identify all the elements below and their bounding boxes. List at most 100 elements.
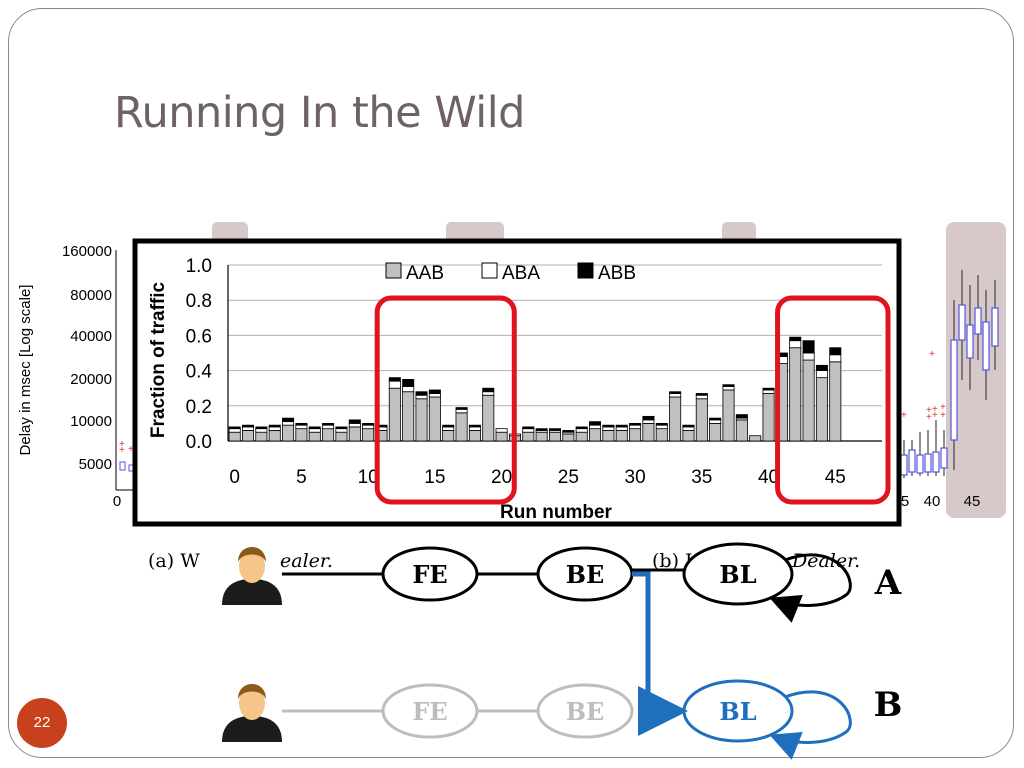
- bar-aab-2: [255, 431, 268, 442]
- bar-abb-27: [589, 421, 602, 426]
- bar-abb-17: [455, 407, 468, 410]
- bar-abb-12: [388, 377, 401, 382]
- row-a-label: A: [874, 563, 902, 603]
- bar-aab-7: [322, 428, 335, 442]
- bar-aab-37: [722, 389, 735, 442]
- bar-aab-44: [815, 377, 828, 442]
- bg-x-tick: 45: [964, 493, 981, 510]
- bar-aba-29: [615, 426, 628, 431]
- bar-abb-7: [322, 422, 335, 426]
- chart-y-tick-label: 1.0: [186, 256, 212, 277]
- bar-aab-39: [749, 435, 762, 442]
- traffic-chart: 0.0 0.2 0.4 0.6 0.8 1.0 0 5 10 15 20 25 30 35 40 45 Fr…: [132, 238, 902, 527]
- chart-highlight-boxes: [374, 295, 891, 505]
- bar-aab-45: [829, 361, 842, 442]
- svg-text:+: +: [932, 410, 938, 421]
- bg-y-tick: 160000: [62, 243, 112, 260]
- bar-abb-9: [348, 419, 361, 424]
- bar-aab-36: [709, 422, 722, 442]
- bar-aba-40: [762, 389, 775, 394]
- chart-x-tick-label: 10: [358, 467, 379, 488]
- node-be-a-label: BE: [566, 560, 605, 589]
- bar-aba-31: [642, 419, 655, 424]
- bar-abb-3: [268, 424, 281, 428]
- svg-text:+: +: [119, 445, 125, 456]
- bar-aba-9: [348, 422, 361, 428]
- bg-caption-a-prefix: (a) W: [148, 550, 200, 572]
- bar-aab-0: [228, 431, 241, 442]
- bg-caption-a-suffix: ealer.: [280, 550, 333, 572]
- bar-abb-14: [415, 391, 428, 396]
- bar-abb-19: [482, 387, 495, 393]
- legend-swatch-aab: [385, 262, 402, 279]
- bar-aab-10: [362, 428, 375, 442]
- chart-y-tick-label: 0.8: [186, 291, 212, 312]
- row-b-label: B: [874, 685, 903, 725]
- legend-label-abb: ABB: [598, 263, 636, 284]
- bar-abb-34: [682, 424, 695, 428]
- node-fe-a: [381, 546, 479, 602]
- bar-abb-44: [815, 364, 828, 372]
- background-figure: Delay in msec [Log scale] 160000 80000 4…: [17, 222, 1006, 572]
- bar-abb-33: [669, 391, 682, 394]
- slide-number-badge: 22: [17, 698, 67, 748]
- bar-aab-18: [468, 430, 481, 442]
- bar-aab-15: [428, 396, 441, 442]
- bar-aba-36: [709, 419, 722, 424]
- bar-abb-37: [722, 384, 735, 387]
- svg-text:+: +: [128, 444, 134, 455]
- bar-abb-18: [468, 424, 481, 428]
- chart-x-tick-label: 20: [491, 467, 512, 488]
- svg-text:+: +: [940, 410, 946, 421]
- bar-aab-24: [548, 431, 562, 442]
- bar-aba-26: [575, 428, 588, 433]
- bar-aab-29: [615, 430, 628, 442]
- bar-aab-32: [655, 428, 668, 442]
- bar-aba-14: [415, 394, 428, 400]
- chart-bars: [228, 336, 842, 442]
- chart-x-tick-label: 0: [229, 467, 240, 488]
- bg-y-axis-label: Delay in msec [Log scale]: [17, 285, 34, 456]
- bar-abb-26: [575, 426, 588, 430]
- bar-aab-23: [535, 431, 548, 442]
- bar-aab-35: [695, 398, 708, 442]
- legend-label-aab: AAB: [406, 263, 444, 284]
- chart-y-tick-label: 0.0: [186, 432, 212, 453]
- bg-boxplots-left: [119, 461, 135, 472]
- chart-x-tick-label: 40: [758, 467, 779, 488]
- bar-abb-13: [402, 378, 415, 387]
- bg-x-tick: 40: [924, 493, 941, 510]
- bar-aba-8: [335, 428, 348, 433]
- bg-y-tick: 40000: [70, 328, 112, 345]
- redirect-arrow: [632, 571, 688, 736]
- bar-aba-3: [268, 426, 281, 431]
- bar-abb-36: [709, 417, 722, 421]
- bar-aba-7: [322, 424, 335, 430]
- user-avatar-b: [222, 684, 282, 742]
- bar-abb-42: [789, 336, 802, 342]
- bar-aab-33: [669, 396, 682, 442]
- node-fe-b: [381, 683, 479, 739]
- bar-abb-35: [695, 393, 708, 396]
- bar-aab-20: [495, 431, 508, 442]
- legend-swatch-aba: [481, 262, 498, 279]
- svg-text:+: +: [119, 439, 125, 450]
- chart-x-tick-label: 25: [558, 467, 579, 488]
- bar-aba-45: [829, 354, 842, 363]
- bg-y-tick: 10000: [70, 413, 112, 430]
- bg-y-tick: 5000: [79, 456, 112, 473]
- bar-aba-15: [428, 393, 441, 398]
- bar-aab-28: [602, 430, 615, 442]
- bar-abb-23: [535, 428, 548, 431]
- bar-aab-5: [295, 428, 308, 442]
- bar-abb-5: [295, 422, 308, 426]
- svg-text:+: +: [926, 405, 932, 416]
- chart-y-ticks: 0.0 0.2 0.4 0.6 0.8 1.0: [186, 256, 213, 453]
- bar-aba-12: [388, 380, 401, 389]
- chart-y-axis-label: Fraction of traffic: [148, 281, 169, 438]
- bar-aba-6: [308, 428, 321, 433]
- bar-aba-16: [442, 426, 455, 431]
- node-bl-b-label: BL: [719, 697, 756, 726]
- bar-aab-4: [282, 424, 295, 442]
